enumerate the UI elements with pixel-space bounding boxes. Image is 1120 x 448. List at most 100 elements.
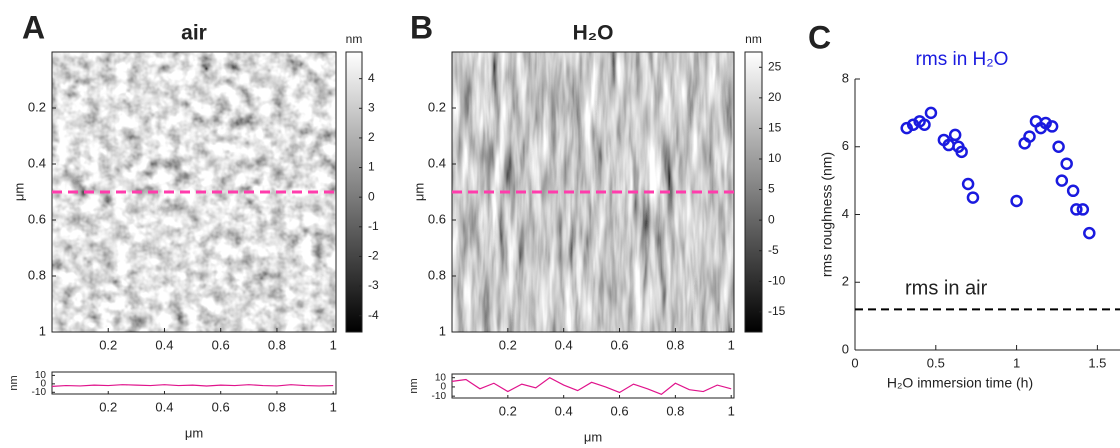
y-tick-label: -10: [32, 387, 47, 398]
x-tick-label: 0.8: [268, 399, 286, 414]
profile-line: [51, 384, 334, 387]
x-tick-label: 0.6: [212, 337, 230, 352]
y-tick-label: 0.6: [428, 211, 446, 226]
y-tick-label: 10: [35, 370, 47, 381]
data-point: [1076, 203, 1090, 216]
colorbar-label: nm: [346, 32, 363, 46]
y-axis-label: μm: [11, 183, 26, 201]
y-tick-label: 0.4: [428, 155, 446, 170]
data-point: [961, 177, 975, 191]
colorbar: [744, 51, 763, 333]
colorbar-tick-label: 20: [768, 90, 782, 104]
data-point: [1045, 120, 1059, 133]
y-tick-label: 0.2: [428, 99, 446, 114]
x-tick-label: 1.5: [1088, 355, 1106, 370]
afm-image: [52, 52, 336, 332]
afm-image: [452, 52, 734, 332]
y-tick-label: 0: [40, 378, 46, 389]
y-axis-label: μm: [411, 183, 426, 201]
colorbar-tick-label: 1: [368, 160, 375, 174]
x-tick-label: 0.4: [555, 337, 573, 352]
colorbar-tick-label: 15: [768, 121, 782, 135]
y-tick-label: 0.8: [428, 267, 446, 282]
colorbar-tick-label: 0: [768, 212, 775, 226]
colorbar-tick-label: -2: [368, 249, 379, 263]
x-axis-label: μm: [185, 425, 203, 440]
y-tick-label: 0.4: [28, 155, 46, 170]
y-tick-label: 1: [39, 323, 46, 338]
x-tick-label: 0.8: [268, 337, 286, 352]
data-point: [955, 145, 968, 159]
data-point: [1066, 184, 1080, 198]
x-tick-label: 0.4: [155, 337, 173, 352]
data-point: [1070, 203, 1083, 216]
colorbar-tick-label: 3: [368, 100, 375, 114]
x-tick-label: 0.5: [927, 355, 945, 370]
x-tick-label: 1: [330, 399, 337, 414]
profile-line: [451, 376, 732, 395]
x-tick-label: 0.4: [155, 399, 173, 414]
data-point: [1083, 226, 1096, 240]
data-point: [1023, 130, 1036, 143]
y-tick-label: 10: [435, 372, 447, 383]
panel-letter: A: [22, 9, 45, 45]
x-axis-label: H₂O immersion time (h): [887, 375, 1033, 391]
y-tick-label: 0.2: [28, 99, 46, 114]
data-point: [1039, 116, 1052, 130]
y-tick-label: 0.8: [28, 267, 46, 282]
x-tick-label: 0.8: [666, 403, 684, 418]
colorbar: [345, 51, 363, 333]
y-axis-label: nm: [8, 375, 20, 390]
y-axis-label: rms roughness (nm): [819, 152, 835, 277]
x-tick-label: 0.4: [555, 403, 573, 418]
x-tick-label: 0.6: [212, 399, 230, 414]
data-point: [966, 191, 980, 204]
data-point: [1060, 157, 1073, 170]
data-point: [1052, 140, 1065, 153]
reference-label: rms in air: [905, 278, 988, 300]
data-point: [924, 106, 938, 120]
data-point: [906, 118, 920, 131]
x-tick-label: 1: [1013, 355, 1020, 370]
profile-frame: [451, 373, 735, 399]
colorbar-tick-label: 10: [768, 151, 782, 165]
x-axis-label: μm: [584, 429, 602, 444]
x-tick-label: 0.2: [499, 337, 517, 352]
colorbar-tick-label: 4: [368, 71, 375, 85]
x-tick-label: 0: [851, 355, 858, 370]
x-tick-label: 1: [728, 403, 735, 418]
colorbar-tick-label: 5: [768, 182, 775, 196]
y-tick-label: 6: [842, 138, 849, 153]
data-point: [1010, 194, 1023, 208]
panel-letter: C: [808, 19, 831, 55]
x-tick-label: 0.2: [99, 337, 117, 352]
panel-letter: B: [410, 9, 433, 45]
colorbar-tick-label: -5: [768, 243, 779, 257]
y-tick-label: 4: [842, 206, 849, 221]
y-tick-label: 0: [440, 382, 446, 393]
x-tick-label: 0.2: [99, 399, 117, 414]
profile-frame: [51, 371, 337, 395]
y-tick-label: -10: [432, 391, 447, 402]
x-tick-label: 1: [330, 337, 337, 352]
x-tick-label: 0.2: [499, 403, 517, 418]
x-tick-label: 0.8: [666, 337, 684, 352]
panel-title: H₂O: [573, 22, 614, 45]
y-axis-label: nm: [408, 378, 420, 393]
data-point: [948, 128, 962, 142]
chart-title: rms in H₂O: [916, 49, 1009, 70]
colorbar-tick-label: 0: [368, 189, 375, 203]
y-tick-label: 2: [842, 274, 849, 289]
data-point: [900, 121, 913, 135]
y-tick-label: 0.6: [28, 211, 46, 226]
data-point: [1055, 174, 1069, 187]
colorbar-tick-label: -1: [368, 219, 379, 233]
x-tick-label: 0.6: [610, 403, 628, 418]
x-tick-label: 1: [728, 337, 735, 352]
colorbar-tick-label: 2: [368, 130, 375, 144]
panel-title: air: [181, 22, 207, 45]
colorbar-label: nm: [745, 32, 762, 46]
data-point: [918, 118, 931, 131]
x-tick-label: 0.6: [610, 337, 628, 352]
